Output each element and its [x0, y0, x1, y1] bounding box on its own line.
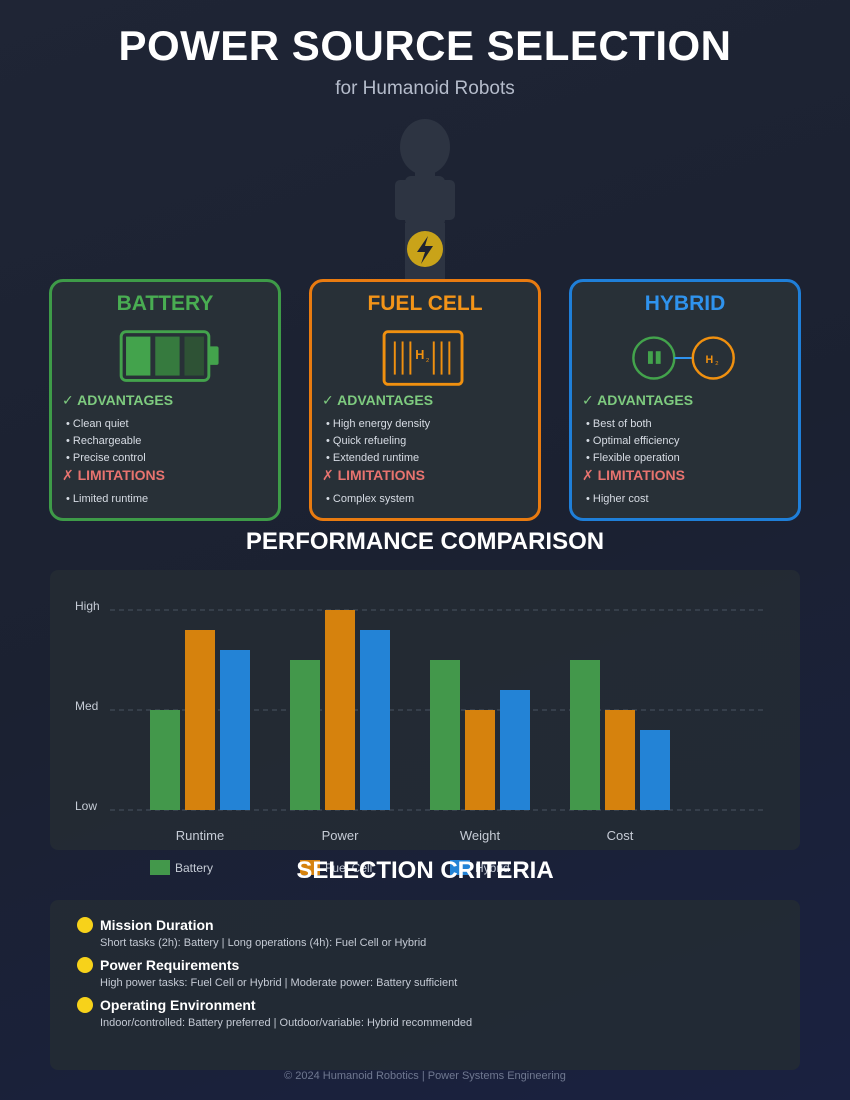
criteria-heading: Power Requirements [100, 957, 240, 973]
bar-fuel-cell [605, 710, 635, 810]
criteria-heading: Operating Environment [100, 997, 256, 1013]
list-item: • Quick refueling [326, 435, 407, 447]
criteria-panel: Mission Duration Short tasks (2h): Batte… [50, 900, 800, 1070]
fuel-cell-limitations-heading: ✗ LIMITATIONS [322, 467, 425, 483]
battery-card: BATTERY ✓ ADVANTAGES • Clean quiet • Rec… [49, 279, 281, 521]
list-item: • Flexible operation [586, 452, 680, 464]
page-subtitle: for Humanoid Robots [335, 78, 515, 99]
fuel-cell-advantages-list: • High energy density • Quick refueling … [326, 416, 430, 467]
x-tick-label: Cost [607, 828, 634, 843]
criteria-section-title: SELECTION CRITERIA [296, 857, 554, 884]
bar-battery [430, 660, 460, 810]
list-item: • Rechargeable [66, 435, 142, 447]
battery-limitations-heading: ✗ LIMITATIONS [62, 467, 165, 483]
page-title: POWER SOURCE SELECTION [118, 22, 732, 69]
battery-advantages-list: • Clean quiet • Rechargeable • Precise c… [66, 416, 146, 467]
battery-advantages-heading: ✓ ADVANTAGES [62, 392, 174, 408]
hybrid-icon: H 2 [632, 336, 735, 380]
criteria-description: Indoor/controlled: Battery preferred | O… [100, 1017, 473, 1029]
list-item: • Optimal efficiency [586, 435, 680, 447]
legend-swatch [450, 860, 470, 875]
legend-swatch [150, 860, 170, 875]
robot-silhouette-icon [395, 119, 455, 283]
criteria-description: Short tasks (2h): Battery | Long operati… [100, 937, 427, 949]
footer-text: © 2024 Humanoid Robotics | Power Systems… [284, 1070, 566, 1082]
bar-battery [290, 660, 320, 810]
x-tick-label: Power [322, 828, 360, 843]
bar-hybrid [360, 630, 390, 810]
hybrid-advantages-heading: ✓ ADVANTAGES [582, 392, 694, 408]
bar-hybrid [640, 730, 670, 810]
bar-hybrid [220, 650, 250, 810]
legend-label: Hybrid [475, 861, 510, 875]
legend-swatch [300, 860, 320, 875]
fuel-cell-icon-subscript: 2 [426, 358, 429, 364]
bar-hybrid [500, 690, 530, 810]
legend-label: Battery [175, 861, 214, 875]
list-item: • Best of both [586, 418, 652, 430]
bar-battery [150, 710, 180, 810]
bullet-dot-icon [77, 917, 93, 933]
hybrid-card: HYBRID H 2 ✓ ADVANTAGES • Best of both •… [569, 279, 801, 521]
bar-fuel-cell [325, 610, 355, 810]
list-item: • Precise control [66, 452, 146, 464]
list-item: • Limited runtime [66, 493, 149, 505]
y-tick-label: Low [75, 799, 97, 813]
fuel-cell-card: FUEL CELL H 2 ✓ ADVANTAGES • High energy… [309, 279, 541, 521]
fuel-cell-limitations-list: • Complex system [326, 491, 414, 508]
fuel-cell-icon-label: H [415, 348, 424, 362]
y-tick-label: Med [75, 699, 98, 713]
hybrid-icon-subscript: 2 [715, 361, 718, 367]
criteria-description: High power tasks: Fuel Cell or Hybrid | … [100, 977, 458, 989]
hybrid-icon-label: H [705, 354, 713, 366]
list-item: • Complex system [326, 493, 415, 505]
list-item: • High energy density [326, 418, 431, 430]
list-item: • Higher cost [586, 493, 649, 505]
x-tick-label: Weight [460, 828, 501, 843]
performance-bar-chart: Low Med High Runtime Power Weight Cost [75, 599, 765, 843]
fuel-cell-card-title: FUEL CELL [367, 292, 483, 315]
bullet-dot-icon [77, 997, 93, 1013]
battery-icon [119, 330, 219, 382]
legend-label: Fuel Cell [325, 861, 373, 875]
bar-battery [570, 660, 600, 810]
hybrid-advantages-list: • Best of both • Optimal efficiency • Fl… [586, 416, 680, 467]
hybrid-limitations-heading: ✗ LIMITATIONS [582, 467, 685, 483]
criteria-heading: Mission Duration [100, 917, 214, 933]
performance-section-title: PERFORMANCE COMPARISON [245, 528, 605, 555]
bar-fuel-cell [185, 630, 215, 810]
fuel-cell-advantages-heading: ✓ ADVANTAGES [322, 392, 434, 408]
hybrid-card-title: HYBRID [644, 292, 726, 315]
y-tick-label: High [75, 599, 100, 613]
list-item: • Extended runtime [326, 452, 420, 464]
x-tick-label: Runtime [176, 828, 224, 843]
battery-card-title: BATTERY [116, 292, 214, 315]
fuel-cell-icon: H 2 [382, 330, 464, 386]
bullet-dot-icon [77, 957, 93, 973]
list-item: • Clean quiet [66, 418, 129, 430]
hybrid-limitations-list: • Higher cost [586, 491, 649, 508]
battery-limitations-list: • Limited runtime [66, 491, 148, 508]
bar-fuel-cell [465, 710, 495, 810]
